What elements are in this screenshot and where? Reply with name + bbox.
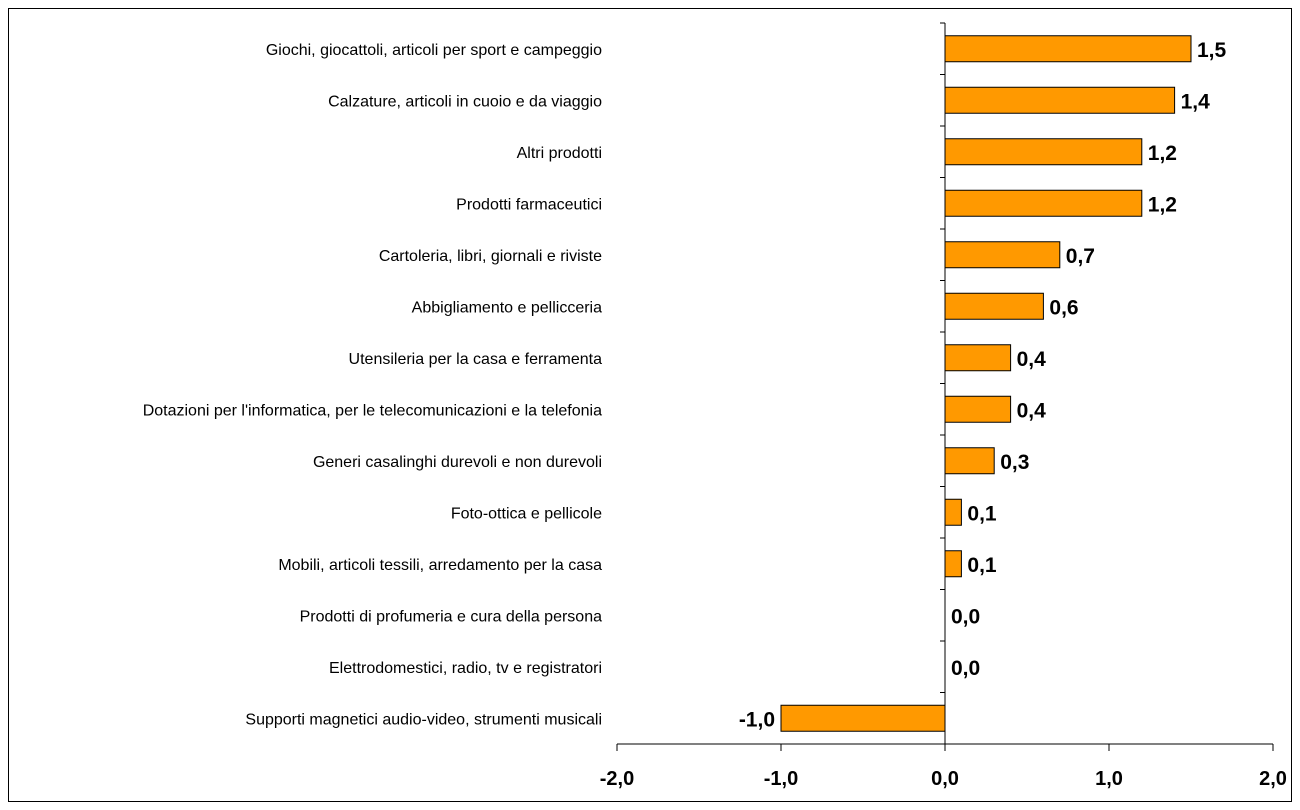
value-label: 1,5 [1197, 39, 1227, 62]
category-label: Calzature, articoli in cuoio e da viaggi… [328, 93, 602, 110]
category-label: Supporti magnetici audio-video, strument… [245, 711, 602, 728]
value-label: 0,4 [1017, 348, 1047, 371]
x-tick-label: 1,0 [1095, 768, 1123, 790]
bar [944, 189, 1143, 217]
category-label: Giochi, giocattoli, articoli per sport e… [266, 42, 602, 59]
value-label: 0,1 [967, 554, 997, 577]
category-label: Utensileria per la casa e ferramenta [349, 351, 603, 368]
bar [944, 86, 1176, 114]
bar [944, 550, 962, 578]
value-label: 0,7 [1066, 245, 1095, 268]
x-tick-label: 0,0 [931, 768, 959, 790]
bar [944, 35, 1192, 63]
bar [944, 344, 1012, 372]
value-label: 0,4 [1017, 399, 1047, 422]
x-tick-label: -1,0 [764, 768, 798, 790]
x-tick-label: -2,0 [600, 768, 634, 790]
value-label: 1,2 [1148, 193, 1177, 216]
bar [944, 395, 1012, 423]
value-label: 0,3 [1000, 451, 1029, 474]
category-label: Foto-ottica e pellicole [451, 505, 602, 522]
value-label: 1,4 [1181, 90, 1211, 113]
bar [944, 138, 1143, 166]
value-label: 0,0 [951, 657, 980, 680]
value-label: 1,2 [1148, 142, 1177, 165]
category-label: Mobili, articoli tessili, arredamento pe… [278, 557, 602, 574]
bar [944, 241, 1061, 269]
category-label: Altri prodotti [517, 145, 602, 162]
category-label: Generi casalinghi durevoli e non durevol… [313, 454, 602, 471]
bar [780, 704, 946, 732]
category-label: Cartoleria, libri, giornali e riviste [379, 248, 602, 265]
category-label: Prodotti farmaceutici [456, 196, 602, 213]
value-label: 0,1 [967, 502, 997, 525]
category-label: Elettrodomestici, radio, tv e registrato… [329, 660, 602, 677]
bar [944, 292, 1044, 320]
x-tick-label: 2,0 [1259, 768, 1287, 790]
value-label: -1,0 [739, 708, 775, 731]
value-label: 0,0 [951, 605, 980, 628]
category-label: Prodotti di profumeria e cura della pers… [300, 608, 602, 625]
value-label: 0,6 [1049, 296, 1078, 319]
category-label: Dotazioni per l'informatica, per le tele… [143, 402, 602, 419]
bar [944, 498, 962, 526]
bar [944, 447, 995, 475]
category-label: Abbigliamento e pellicceria [412, 299, 602, 316]
